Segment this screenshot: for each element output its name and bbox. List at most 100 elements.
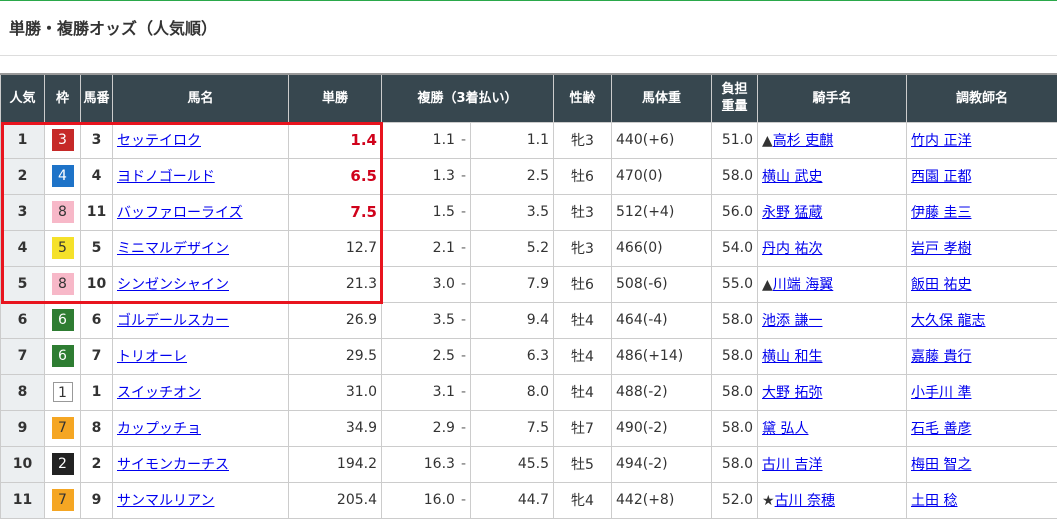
jockey-link[interactable]: 横山 和生 xyxy=(762,349,822,365)
place-odds-min: 16.0 xyxy=(424,492,455,508)
trainer-link[interactable]: 土田 稔 xyxy=(911,493,957,509)
header-frame[interactable]: 枠 xyxy=(45,74,81,122)
trainer-link[interactable]: 梅田 智之 xyxy=(911,457,971,473)
trainer-cell: 梅田 智之 xyxy=(907,446,1057,482)
horse-number: 3 xyxy=(81,122,113,158)
win-odds: 12.7 xyxy=(289,230,382,266)
popularity: 11 xyxy=(1,482,45,518)
header-weight[interactable]: 馬体重 xyxy=(612,74,712,122)
load-weight: 52.0 xyxy=(712,482,758,518)
jockey-link[interactable]: 大野 拓弥 xyxy=(762,385,822,401)
horse-name-link[interactable]: ヨドノゴールド xyxy=(117,169,215,185)
trainer-link[interactable]: 石毛 善彦 xyxy=(911,421,971,437)
frame-cell: 7 xyxy=(45,482,81,518)
win-odds: 6.5 xyxy=(289,158,382,194)
range-dash: - xyxy=(461,492,466,508)
frame-cell: 5 xyxy=(45,230,81,266)
table-row: 4 5 5 ミニマルデザイン 12.7 2.1- 5.2 牝3 466(0) 5… xyxy=(1,230,1057,266)
trainer-link[interactable]: 嘉藤 貴行 xyxy=(911,349,971,365)
horse-name-link[interactable]: ゴルデールスカー xyxy=(117,313,229,329)
frame-badge: 8 xyxy=(52,273,74,295)
header-sex-age[interactable]: 性齢 xyxy=(554,74,612,122)
place-odds-max: 7.9 xyxy=(471,266,554,302)
jockey-cell: 永野 猛蔵 xyxy=(758,194,907,230)
frame-cell: 6 xyxy=(45,302,81,338)
table-row: 5 8 10 シンゼンシャイン 21.3 3.0- 7.9 牡6 508(-6)… xyxy=(1,266,1057,302)
horse-name-link[interactable]: カップッチョ xyxy=(117,421,201,437)
header-trainer[interactable]: 調教師名 xyxy=(907,74,1057,122)
sex-age: 牡4 xyxy=(554,302,612,338)
trainer-link[interactable]: 西園 正都 xyxy=(911,169,971,185)
place-odds-min-cell: 16.0- xyxy=(382,482,471,518)
load-weight: 51.0 xyxy=(712,122,758,158)
horse-name-link[interactable]: バッファローライズ xyxy=(117,205,243,221)
place-odds-min-cell: 2.9- xyxy=(382,410,471,446)
place-odds-min-cell: 2.1- xyxy=(382,230,471,266)
header-win[interactable]: 単勝 xyxy=(289,74,382,122)
horse-number: 1 xyxy=(81,374,113,410)
horse-weight: 442(+8) xyxy=(612,482,712,518)
page-title: 単勝・複勝オッズ（人気順） xyxy=(9,15,217,39)
horse-weight: 464(-4) xyxy=(612,302,712,338)
apprentice-mark: ▲ xyxy=(762,133,773,149)
jockey-link[interactable]: 横山 武史 xyxy=(762,169,822,185)
jockey-link[interactable]: 高杉 吏麒 xyxy=(773,133,833,149)
jockey-cell: 池添 謙一 xyxy=(758,302,907,338)
horse-name-link[interactable]: サイモンカーチス xyxy=(117,457,229,473)
horse-weight: 494(-2) xyxy=(612,446,712,482)
jockey-link[interactable]: 丹内 祐次 xyxy=(762,241,822,257)
trainer-cell: 大久保 龍志 xyxy=(907,302,1057,338)
horse-name-link[interactable]: サンマルリアン xyxy=(117,493,214,509)
place-odds-max: 1.1 xyxy=(471,122,554,158)
horse-name-link[interactable]: スイッチオン xyxy=(117,385,201,401)
table-header: 人気 枠 馬番 馬名 単勝 複勝（3着払い） 性齢 馬体重 負担重量 騎手名 調… xyxy=(1,74,1057,122)
sex-age: 牡5 xyxy=(554,446,612,482)
horse-name-link[interactable]: セッテイロク xyxy=(117,133,201,149)
header-popularity[interactable]: 人気 xyxy=(1,74,45,122)
jockey-link[interactable]: 池添 謙一 xyxy=(762,313,822,329)
table-row: 11 7 9 サンマルリアン 205.4 16.0- 44.7 牝4 442(+… xyxy=(1,482,1057,518)
trainer-cell: 土田 稔 xyxy=(907,482,1057,518)
jockey-link[interactable]: 古川 奈穂 xyxy=(775,493,835,509)
horse-name-cell: ヨドノゴールド xyxy=(113,158,289,194)
trainer-link[interactable]: 伊藤 圭三 xyxy=(911,205,971,221)
trainer-link[interactable]: 大久保 龍志 xyxy=(911,313,985,329)
place-odds-min-cell: 1.5- xyxy=(382,194,471,230)
place-odds-min: 2.1 xyxy=(433,240,455,256)
frame-badge: 2 xyxy=(52,453,74,475)
trainer-link[interactable]: 岩戸 孝樹 xyxy=(911,241,971,257)
header-place[interactable]: 複勝（3着払い） xyxy=(382,74,554,122)
horse-name-link[interactable]: トリオーレ xyxy=(117,349,187,365)
header-jockey[interactable]: 騎手名 xyxy=(758,74,907,122)
jockey-link[interactable]: 古川 吉洋 xyxy=(762,457,822,473)
horse-name-link[interactable]: シンゼンシャイン xyxy=(117,277,229,293)
jockey-cell: ★古川 奈穂 xyxy=(758,482,907,518)
header-horse-name[interactable]: 馬名 xyxy=(113,74,289,122)
frame-cell: 8 xyxy=(45,266,81,302)
horse-weight: 466(0) xyxy=(612,230,712,266)
frame-cell: 7 xyxy=(45,410,81,446)
place-odds-min: 1.1 xyxy=(433,132,455,148)
frame-cell: 2 xyxy=(45,446,81,482)
horse-name-link[interactable]: ミニマルデザイン xyxy=(117,241,229,257)
header-load[interactable]: 負担重量 xyxy=(712,74,758,122)
table-row: 10 2 2 サイモンカーチス 194.2 16.3- 45.5 牡5 494(… xyxy=(1,446,1057,482)
jockey-cell: 横山 武史 xyxy=(758,158,907,194)
table-row: 7 6 7 トリオーレ 29.5 2.5- 6.3 牡4 486(+14) 58… xyxy=(1,338,1057,374)
jockey-link[interactable]: 永野 猛蔵 xyxy=(762,205,822,221)
table-row: 1 3 3 セッテイロク 1.4 1.1- 1.1 牝3 440(+6) 51.… xyxy=(1,122,1057,158)
jockey-link[interactable]: 黛 弘人 xyxy=(762,421,808,437)
popularity: 6 xyxy=(1,302,45,338)
trainer-link[interactable]: 小手川 準 xyxy=(911,385,971,401)
range-dash: - xyxy=(461,240,466,256)
win-odds: 205.4 xyxy=(289,482,382,518)
header-number[interactable]: 馬番 xyxy=(81,74,113,122)
horse-number: 7 xyxy=(81,338,113,374)
jockey-link[interactable]: 川端 海翼 xyxy=(773,277,833,293)
place-odds-min-cell: 3.1- xyxy=(382,374,471,410)
horse-number: 10 xyxy=(81,266,113,302)
trainer-link[interactable]: 飯田 祐史 xyxy=(911,277,971,293)
horse-number: 8 xyxy=(81,410,113,446)
trainer-link[interactable]: 竹内 正洋 xyxy=(911,133,971,149)
win-odds: 31.0 xyxy=(289,374,382,410)
